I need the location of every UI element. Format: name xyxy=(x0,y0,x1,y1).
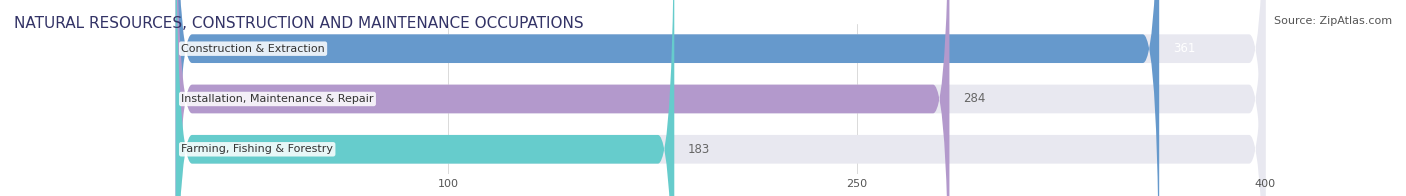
FancyBboxPatch shape xyxy=(176,0,1159,196)
FancyBboxPatch shape xyxy=(176,0,675,196)
Text: 361: 361 xyxy=(1173,42,1195,55)
Text: NATURAL RESOURCES, CONSTRUCTION AND MAINTENANCE OCCUPATIONS: NATURAL RESOURCES, CONSTRUCTION AND MAIN… xyxy=(14,16,583,31)
Text: Farming, Fishing & Forestry: Farming, Fishing & Forestry xyxy=(181,144,333,154)
Text: Installation, Maintenance & Repair: Installation, Maintenance & Repair xyxy=(181,94,374,104)
FancyBboxPatch shape xyxy=(176,0,1265,196)
FancyBboxPatch shape xyxy=(176,0,949,196)
Text: Construction & Extraction: Construction & Extraction xyxy=(181,44,325,54)
Text: 284: 284 xyxy=(963,93,986,105)
FancyBboxPatch shape xyxy=(176,0,1265,196)
FancyBboxPatch shape xyxy=(176,0,1265,196)
Text: 183: 183 xyxy=(688,143,710,156)
Text: Source: ZipAtlas.com: Source: ZipAtlas.com xyxy=(1274,16,1392,26)
